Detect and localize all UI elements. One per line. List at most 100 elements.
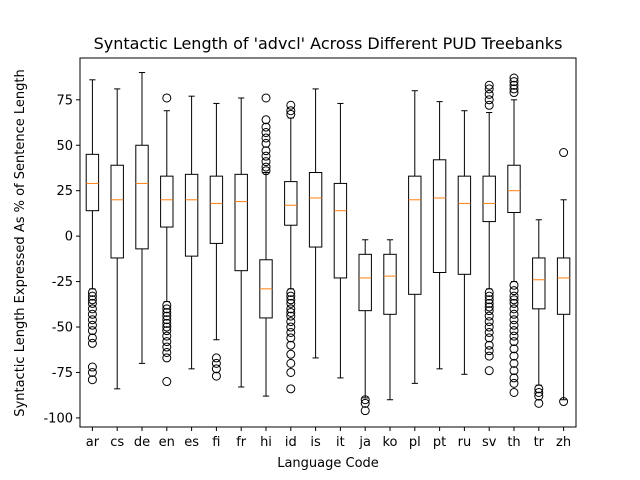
outlier-point xyxy=(87,291,97,301)
x-tick-label: is xyxy=(310,435,321,450)
box xyxy=(160,175,174,228)
x-tick-label: fr xyxy=(236,435,247,450)
x-tick-label: tr xyxy=(534,435,545,450)
outlier-point xyxy=(162,93,172,103)
outlier-point xyxy=(509,298,519,308)
x-tick-label: es xyxy=(184,435,199,450)
outlier-point xyxy=(87,367,97,377)
outlier-point xyxy=(286,317,296,327)
box xyxy=(482,175,496,223)
outlier-point xyxy=(484,295,494,305)
outlier-point xyxy=(286,340,296,350)
plot-area: -100 -75 -50 -25 0 25 50 75 ar cs de en es fi fr hi id is… xyxy=(43,72,571,450)
outlier-point xyxy=(509,331,519,341)
outlier-point xyxy=(360,398,370,408)
outlier-point xyxy=(509,291,519,301)
outlier-point xyxy=(509,304,519,314)
outlier-point xyxy=(87,309,97,319)
outlier-point xyxy=(484,100,494,110)
box xyxy=(209,175,224,244)
outlier-point xyxy=(286,322,296,332)
y-tick-label: 0 xyxy=(65,230,73,245)
outlier-point xyxy=(484,327,494,337)
y-tick-label: -50 xyxy=(52,321,73,336)
outlier-point xyxy=(559,397,569,407)
outlier-point xyxy=(261,157,271,167)
outlier-point xyxy=(509,73,519,83)
x-tick-label: ja xyxy=(358,435,371,450)
outlier-point xyxy=(534,398,544,408)
outlier-point xyxy=(286,298,296,308)
outlier-point xyxy=(286,384,296,394)
outlier-point xyxy=(509,366,519,376)
outlier-point xyxy=(286,349,296,359)
outlier-point xyxy=(162,337,172,347)
outlier-point xyxy=(286,291,296,301)
outlier-point xyxy=(286,333,296,343)
outlier-point xyxy=(162,311,172,321)
box xyxy=(284,181,298,226)
box xyxy=(135,144,149,250)
box xyxy=(85,153,100,212)
x-tick-label: de xyxy=(134,435,150,450)
outlier-point xyxy=(484,287,494,297)
outlier-point xyxy=(509,358,519,368)
outlier-point xyxy=(484,291,494,301)
box xyxy=(532,257,546,310)
outlier-point xyxy=(509,84,519,94)
outlier-point xyxy=(286,287,296,297)
outlier-point xyxy=(509,295,519,305)
outlier-point xyxy=(261,166,271,176)
outlier-point xyxy=(360,406,370,416)
outlier-point xyxy=(509,309,519,319)
outlier-point xyxy=(484,306,494,316)
x-tick-label: it xyxy=(336,435,345,450)
outlier-point xyxy=(484,351,494,361)
outlier-point xyxy=(87,338,97,348)
outlier-point xyxy=(261,115,271,125)
x-tick-label: ru xyxy=(458,435,472,450)
y-axis-label: Syntactic Length Expressed As % of Sente… xyxy=(13,69,28,416)
outlier-point xyxy=(484,80,494,90)
outlier-point xyxy=(534,387,544,397)
outlier-point xyxy=(534,391,544,401)
outlier-point xyxy=(286,367,296,377)
outlier-point xyxy=(261,151,271,161)
outlier-point xyxy=(484,322,494,332)
outlier-point xyxy=(261,146,271,156)
outlier-point xyxy=(286,106,296,116)
outlier-point xyxy=(484,84,494,94)
outlier-point xyxy=(534,384,544,394)
box xyxy=(184,173,199,257)
y-tick-label: 75 xyxy=(56,93,73,108)
outlier-point xyxy=(162,331,172,341)
outlier-point xyxy=(509,326,519,336)
y-tick-label: -25 xyxy=(52,275,73,290)
outlier-point xyxy=(509,337,519,347)
outlier-point xyxy=(162,342,172,352)
outlier-point xyxy=(87,333,97,343)
outlier-point xyxy=(211,358,221,368)
outlier-point xyxy=(484,298,494,308)
outlier-point xyxy=(509,315,519,325)
chart-title: Syntactic Length of 'advcl' Across Diffe… xyxy=(94,34,563,53)
x-tick-label: en xyxy=(159,435,175,450)
outlier-point xyxy=(484,366,494,376)
box xyxy=(110,164,124,259)
box xyxy=(507,164,521,214)
outlier-point xyxy=(509,286,519,296)
outlier-point xyxy=(87,315,97,325)
outlier-point xyxy=(286,311,296,321)
outlier-point xyxy=(261,133,271,143)
outlier-point xyxy=(286,295,296,305)
x-tick-label: th xyxy=(507,435,520,450)
outlier-point xyxy=(509,280,519,290)
outlier-point xyxy=(286,307,296,317)
y-tick-label: 25 xyxy=(56,184,73,199)
outlier-point xyxy=(87,320,97,330)
outlier-point xyxy=(162,318,172,328)
box xyxy=(358,253,372,312)
outlier-point xyxy=(484,95,494,105)
outlier-point xyxy=(509,77,519,87)
